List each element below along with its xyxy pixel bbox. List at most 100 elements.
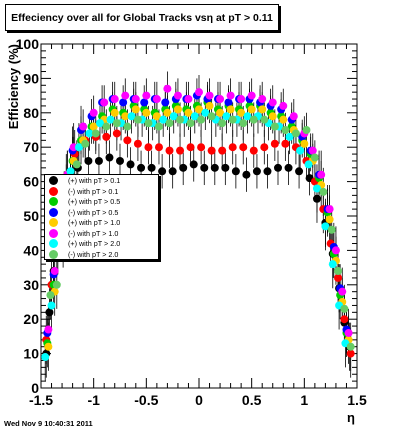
data-point-series-7: [154, 122, 163, 131]
data-point-series-3: [161, 98, 170, 107]
data-point-series-3: [119, 98, 128, 107]
data-point-series-6: [190, 112, 199, 121]
footer-timestamp: Wed Nov 9 10:40:31 2011: [4, 419, 93, 428]
legend: (+) with pT > 0.1 (-) with pT > 0.1 (+) wi…: [44, 174, 159, 260]
data-point-series-5: [163, 84, 172, 93]
legend-marker-icon: [49, 176, 58, 185]
data-point-series-7: [165, 119, 174, 128]
data-point-series-6: [95, 119, 104, 128]
data-point-series-4: [152, 112, 161, 121]
legend-marker-icon: [49, 228, 58, 238]
data-point-series-7: [340, 304, 349, 313]
data-point-series-4: [325, 215, 334, 224]
data-point-series-4: [131, 105, 140, 114]
data-point-series-7: [310, 153, 319, 162]
axis-ticks: [40, 43, 358, 389]
data-point-series-7: [334, 267, 343, 276]
data-point-series-5: [100, 98, 109, 107]
data-point-series-7: [133, 115, 142, 124]
data-point-series-7: [270, 122, 279, 131]
y-tick-label: 30: [23, 277, 39, 293]
x-tick-label: 1.5: [347, 392, 367, 408]
legend-label: (-) with pT > 2.0: [68, 249, 119, 259]
data-point-series-4: [237, 108, 246, 117]
data-point-series-1: [239, 143, 248, 152]
data-point-series-0: [179, 163, 188, 172]
legend-marker-icon: [49, 239, 58, 248]
y-tick-label: 20: [23, 311, 39, 327]
data-point-series-6: [243, 112, 252, 121]
data-point-series-5: [237, 95, 246, 104]
y-tick-label: 40: [23, 242, 39, 258]
data-point-series-5: [216, 95, 225, 104]
legend-item: (+) with pT > 0.5: [45, 196, 158, 207]
data-point-series-4: [216, 108, 225, 117]
x-tick-label: -1.5: [29, 392, 53, 408]
y-tick-label: 90: [23, 70, 39, 86]
legend-label: (-) with pT > 1.0: [68, 228, 119, 238]
data-point-series-1: [186, 143, 195, 152]
y-axis-label: Efficiency (%): [6, 44, 21, 129]
data-point-series-7: [218, 119, 227, 128]
data-point-series-0: [84, 156, 93, 165]
data-point-series-5: [121, 91, 130, 100]
legend-item: (-) with pT > 2.0: [45, 249, 158, 260]
data-point-series-5: [317, 170, 326, 179]
x-tick-label: 1: [300, 392, 308, 408]
data-point-series-5: [89, 108, 98, 117]
data-point-series-7: [81, 139, 90, 148]
data-point-series-7: [91, 129, 100, 138]
legend-item: (+) with pT > 0.1: [45, 175, 158, 186]
data-point-series-0: [147, 163, 156, 172]
data-point-series-5: [79, 122, 88, 131]
data-point-series-1: [197, 143, 206, 152]
y-tick-label: 0: [31, 380, 39, 396]
data-point-series-7: [291, 129, 300, 138]
data-point-series-6: [312, 184, 321, 193]
data-point-series-7: [249, 115, 258, 124]
data-point-series-1: [260, 143, 269, 152]
data-point-series-4: [89, 122, 98, 131]
data-point-series-7: [176, 115, 185, 124]
data-point-series-1: [176, 146, 185, 155]
data-point-series-6: [159, 115, 168, 124]
legend-marker-icon: [49, 218, 58, 227]
x-tick-label: 0.5: [242, 392, 262, 408]
data-point-series-7: [346, 342, 355, 351]
data-point-series-7: [228, 115, 237, 124]
data-point-series-4: [300, 139, 309, 148]
data-point-series-7: [327, 225, 336, 234]
data-point-series-4: [258, 105, 267, 114]
data-point-series-5: [195, 88, 203, 97]
data-point-series-4: [184, 108, 193, 117]
data-point-series-0: [45, 308, 54, 317]
data-point-series-5: [247, 91, 256, 100]
legend-label: (-) with pT > 0.1: [68, 186, 119, 196]
data-point-series-6: [169, 112, 178, 121]
y-tick-label: 80: [23, 105, 39, 121]
data-point-series-1: [346, 349, 355, 358]
data-point-series-1: [154, 143, 163, 152]
data-point-series-3: [224, 98, 233, 107]
data-point-series-1: [270, 139, 279, 148]
data-point-series-7: [46, 291, 55, 300]
data-point-series-0: [231, 167, 240, 176]
legend-item: (-) with pT > 0.5: [45, 207, 158, 218]
data-point-series-6: [41, 353, 50, 362]
chart-title: Effeciency over all for Global Tracks vs…: [5, 4, 279, 31]
data-point-series-4: [44, 342, 53, 351]
data-point-series-6: [106, 115, 115, 124]
data-point-series-7: [281, 126, 290, 134]
data-point-series-5: [50, 267, 59, 276]
data-point-series-0: [221, 163, 230, 172]
legend-label: (+) with pT > 1.0: [68, 218, 121, 227]
data-point-series-4: [142, 108, 151, 117]
data-point-series-5: [268, 98, 277, 107]
data-point-series-4: [247, 105, 256, 114]
data-point-series-6: [66, 167, 75, 176]
data-point-series-1: [123, 136, 132, 145]
data-point-series-5: [325, 205, 334, 214]
data-point-series-1: [133, 139, 142, 148]
data-point-series-0: [200, 163, 209, 172]
